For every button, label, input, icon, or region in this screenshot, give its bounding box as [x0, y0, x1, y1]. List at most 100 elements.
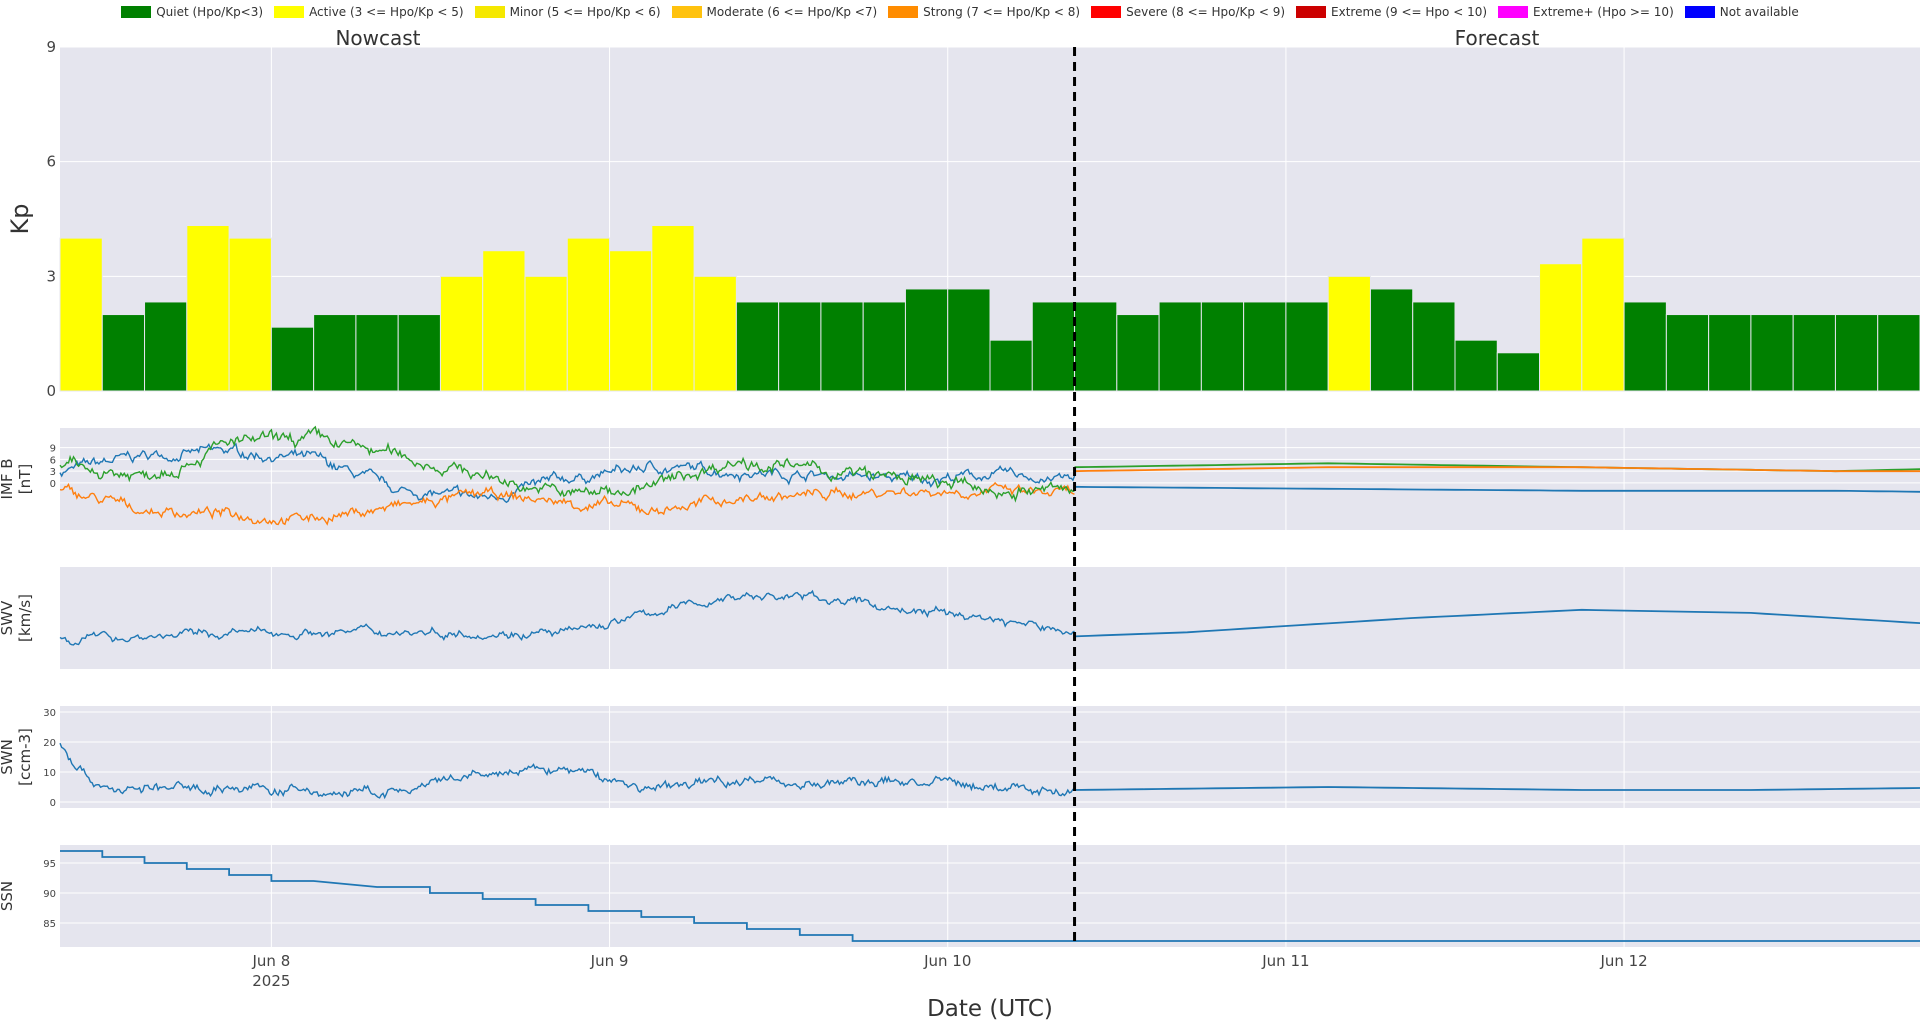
kp-bar	[1496, 352, 1541, 392]
nowcast-label: Nowcast	[335, 26, 420, 50]
kp-bar	[1285, 301, 1329, 392]
kp-y-tick-label: 3	[46, 267, 56, 285]
legend-item: Extreme (9 <= Hpo < 10)	[1296, 5, 1487, 19]
ssn-y-tick-label: 85	[43, 919, 56, 930]
legend-swatch	[671, 6, 702, 18]
x-tick-label: Jun 12	[1599, 952, 1647, 970]
x-tick-label: Jun 10	[923, 952, 971, 970]
kp-bar	[1116, 314, 1160, 392]
kp-bar	[1834, 314, 1879, 392]
swn-y-tick-label: 30	[43, 708, 56, 719]
kp-bar	[566, 237, 611, 392]
ssn-y-axis-title: SSN	[0, 881, 16, 911]
legend-swatch	[474, 6, 505, 18]
legend-item: Extreme+ (Hpo >= 10)	[1498, 5, 1674, 19]
kp-bar	[1539, 263, 1583, 392]
kp-bar	[270, 326, 315, 392]
legend-item: Strong (7 <= Hpo/Kp < 8)	[888, 5, 1080, 19]
ssn-plot-area	[60, 845, 1920, 947]
swn-y-tick-label: 0	[50, 798, 56, 809]
kp-bar	[693, 275, 737, 392]
kp-bar	[1877, 314, 1920, 392]
legend-label: Minor (5 <= Hpo/Kp < 6)	[509, 5, 661, 19]
legend-swatch	[1498, 6, 1529, 18]
imf-y-axis-title: IMF B	[0, 458, 16, 499]
swv-y-axis-title: [km/s]	[16, 594, 34, 642]
kp-bar	[186, 224, 230, 392]
kp-bar	[355, 314, 399, 392]
kp-bar	[862, 301, 906, 392]
kp-y-tick-label: 0	[46, 382, 56, 400]
legend-item: Minor (5 <= Hpo/Kp < 6)	[474, 5, 661, 19]
kp-bar	[397, 314, 441, 392]
kp-bar	[313, 314, 357, 392]
imf-series-line	[59, 442, 1076, 504]
kp-bar	[904, 288, 949, 392]
swn-y-axis-title: [ccm-3]	[16, 728, 34, 786]
kp-y-tick-label: 6	[46, 153, 56, 171]
legend-swatch	[1684, 6, 1715, 18]
legend-item: Moderate (6 <= Hpo/Kp <7)	[671, 5, 878, 19]
x-tick-label: Jun 8	[251, 952, 290, 970]
kp-bar	[735, 301, 780, 392]
kp-bar	[651, 224, 695, 392]
legend-item: Active (3 <= Hpo/Kp < 5)	[274, 5, 464, 19]
x-tick-sublabel: 2025	[252, 972, 290, 990]
imf-y-tick-label: 9	[50, 444, 56, 455]
kp-y-tick-label: 9	[46, 38, 56, 56]
kp-bar	[144, 301, 188, 392]
swv-series-line	[1074, 608, 1920, 638]
imf-y-tick-label: 6	[50, 455, 56, 466]
kp-bar	[1750, 314, 1794, 392]
kp-bar	[609, 250, 653, 392]
legend-item: Severe (8 <= Hpo/Kp < 9)	[1091, 5, 1285, 19]
kp-bar	[947, 288, 991, 392]
swn-series-line	[59, 742, 1075, 800]
legend-swatch	[1091, 6, 1122, 18]
kp-bar	[1623, 301, 1667, 392]
imf-series-line	[59, 481, 1075, 526]
ssn-y-tick-label: 95	[43, 859, 56, 870]
forecast-label: Forecast	[1455, 26, 1540, 50]
kp-bar	[524, 275, 568, 392]
legend-label: Quiet (Hpo/Kp<3)	[156, 5, 264, 19]
imf-series-line	[1074, 485, 1920, 493]
kp-bar	[101, 314, 146, 392]
kp-bar	[1158, 301, 1202, 392]
swn-y-axis-title: SWN	[0, 739, 16, 775]
kp-y-axis-title: Kp	[6, 204, 34, 235]
imf-y-tick-label: 3	[50, 467, 56, 478]
ssn-series-line	[60, 850, 1920, 942]
legend-label: Moderate (6 <= Hpo/Kp <7)	[706, 5, 878, 19]
kp-bar	[778, 301, 822, 392]
imf-series-line	[1074, 466, 1920, 473]
legend-swatch	[888, 6, 919, 18]
kp-bar	[1369, 288, 1414, 392]
kp-bar	[1792, 314, 1836, 392]
kp-bar	[439, 275, 484, 392]
legend-label: Not available	[1719, 5, 1799, 19]
imf-plot-area	[60, 428, 1920, 530]
kp-bar	[1708, 314, 1752, 392]
legend-label: Strong (7 <= Hpo/Kp < 8)	[923, 5, 1081, 19]
legend: Quiet (Hpo/Kp<3) Active (3 <= Hpo/Kp < 5)…	[0, 5, 1920, 19]
legend-swatch	[121, 6, 152, 18]
kp-bar	[1074, 301, 1118, 392]
x-tick-label: Jun 9	[590, 952, 629, 970]
kp-bar	[1665, 314, 1710, 392]
swv-series-line	[59, 589, 1075, 646]
kp-bar	[820, 301, 864, 392]
swn-series-line	[1074, 786, 1920, 791]
kp-bar	[1031, 301, 1076, 392]
kp-bar	[228, 237, 272, 392]
kp-bar	[1454, 339, 1498, 392]
imf-series-line	[59, 425, 1075, 503]
legend-label: Extreme (9 <= Hpo < 10)	[1331, 5, 1488, 19]
kp-bar	[1327, 275, 1371, 392]
kp-bar	[482, 250, 526, 392]
x-tick-label: Jun 11	[1261, 952, 1309, 970]
kp-bar	[59, 237, 103, 392]
x-axis-title: Date (UTC)	[927, 996, 1053, 1022]
kp-bar	[1200, 301, 1245, 392]
